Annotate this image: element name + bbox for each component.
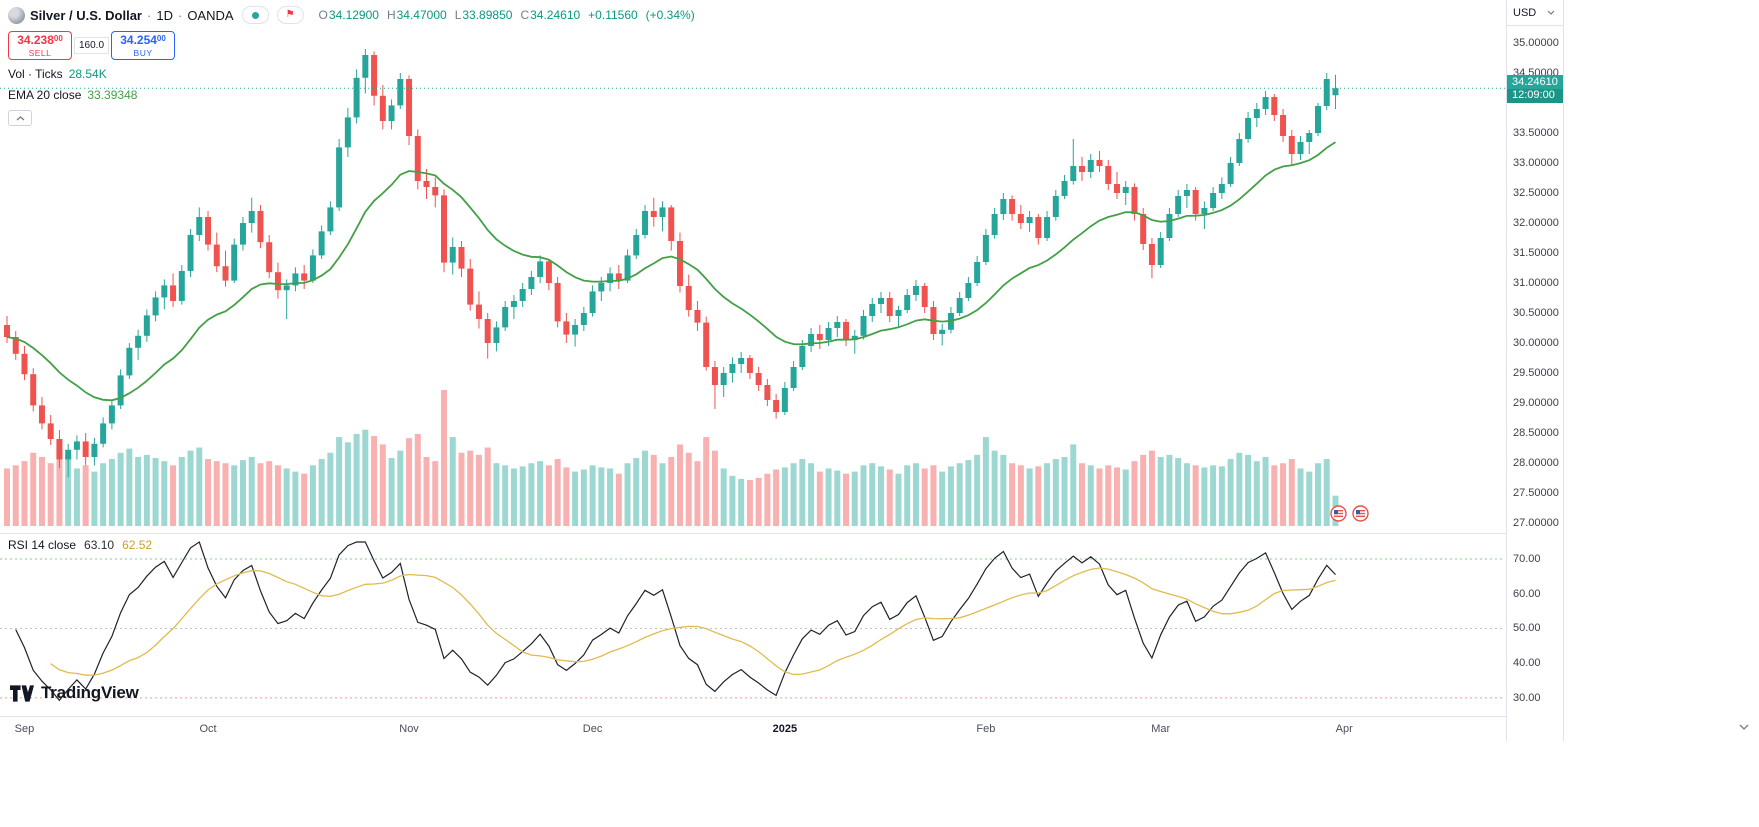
separator-dot: · — [147, 7, 152, 23]
ema-value: 33.39348 — [87, 88, 138, 102]
us-flag-event-icon — [1330, 505, 1347, 522]
symbol-logo-icon — [8, 6, 25, 24]
volume-value: 28.54K — [68, 67, 107, 81]
tradingview-mark-icon — [10, 684, 34, 702]
price-label: 31.50000 — [1513, 247, 1559, 259]
flag-icon: ⚑ — [285, 9, 295, 20]
price-label: 30.00000 — [1513, 337, 1559, 349]
price-scale[interactable]: USD 35.00000 34.50000 33.50000 33.00000 32.5… — [1506, 0, 1563, 741]
sell-button[interactable]: 34.23800 SELL — [8, 31, 72, 60]
rsi-scale-label: 70.00 — [1513, 553, 1541, 565]
rsi-scale-label: 50.00 — [1513, 622, 1541, 635]
close-label: C — [520, 8, 530, 22]
time-axis-label: Apr — [1335, 723, 1353, 735]
pane-separator[interactable] — [0, 533, 1562, 534]
flagged-symbol-pill[interactable]: ⚑ — [276, 6, 304, 24]
rsi-label: RSI 14 close — [8, 538, 77, 552]
open-label: O — [318, 8, 328, 22]
currency-selector[interactable]: USD — [1507, 0, 1563, 26]
price-label: 31.00000 — [1513, 277, 1559, 289]
current-price-tag: 34.24610 12:09:00 — [1507, 75, 1563, 104]
ema-indicator-legend[interactable]: EMA 20 close 33.39348 — [8, 88, 695, 102]
price-label: 32.00000 — [1513, 217, 1559, 229]
ema-label: EMA 20 close — [8, 88, 82, 102]
trade-widget: 34.23800 SELL 160.0 34.25400 BUY — [8, 31, 695, 60]
collapse-legend-button[interactable] — [8, 110, 32, 126]
panel-corner-button[interactable] — [1736, 719, 1752, 735]
low-label: L — [454, 8, 462, 22]
close-value: 34.24610 — [530, 8, 581, 22]
price-label: 28.00000 — [1513, 457, 1559, 469]
time-axis-label: Oct — [199, 723, 217, 735]
price-label: 28.50000 — [1513, 427, 1559, 439]
current-price-value: 34.24610 — [1507, 75, 1563, 90]
price-label: 30.50000 — [1513, 307, 1559, 319]
volume-label: Vol · Ticks — [8, 67, 63, 81]
exchange-label[interactable]: OANDA — [187, 7, 234, 23]
price-label: 27.50000 — [1513, 487, 1559, 499]
rsi-scale-label: 60.00 — [1513, 587, 1541, 600]
market-status-pill[interactable] — [241, 6, 269, 24]
tradingview-logo-text: TradingView — [41, 683, 139, 702]
rsi-scale-label: 40.00 — [1513, 657, 1541, 670]
symbol-row: Silver / U.S. Dollar · 1D · OANDA ⚑ O 34.… — [8, 5, 695, 25]
chevron-up-icon — [16, 115, 24, 120]
ohlc-readout: O 34.12900 H 34.47000 L 33.89850 C 34.24610 … — [319, 8, 695, 22]
price-label: 27.00000 — [1513, 517, 1559, 529]
us-flag-event-icon — [1352, 505, 1369, 522]
currency-label: USD — [1513, 6, 1537, 19]
symbol-legend: Silver / U.S. Dollar · 1D · OANDA ⚑ O 34.… — [8, 5, 695, 126]
time-axis-label: Feb — [976, 723, 996, 735]
time-axis-label: Mar — [1151, 723, 1171, 735]
buy-price-pips: 00 — [156, 33, 166, 43]
tradingview-logo[interactable]: TradingView — [10, 683, 139, 703]
sell-price: 34.238 — [17, 32, 54, 47]
price-label: 29.50000 — [1513, 367, 1559, 379]
time-axis-label: 2025 — [772, 723, 798, 735]
price-label: 33.50000 — [1513, 127, 1559, 139]
buy-button[interactable]: 34.25400 BUY — [111, 31, 176, 60]
open-value: 34.12900 — [328, 8, 379, 22]
time-axis[interactable]: Sep Oct Nov Dec 2025 Feb Mar Apr — [0, 716, 1562, 742]
high-value: 34.47000 — [396, 8, 447, 22]
timeframe-label[interactable]: 1D — [156, 7, 173, 23]
rsi-scale-label: 30.00 — [1513, 691, 1541, 704]
change-percent: (+0.34%) — [645, 8, 695, 22]
main-chart[interactable] — [0, 0, 1505, 716]
time-axis-label: Dec — [582, 723, 603, 735]
market-open-dot-icon — [251, 11, 259, 19]
sell-price-pips: 00 — [53, 33, 63, 43]
price-label: 35.00000 — [1513, 37, 1559, 49]
change-value: +0.11560 — [588, 8, 638, 22]
price-label: 33.00000 — [1513, 157, 1559, 169]
spread-value: 160.0 — [74, 37, 110, 54]
economic-event-markers[interactable] — [1330, 505, 1369, 522]
bar-countdown: 12:09:00 — [1507, 89, 1563, 104]
volume-indicator-legend[interactable]: Vol · Ticks 28.54K — [8, 67, 695, 81]
low-value: 33.89850 — [462, 8, 513, 22]
buy-label: BUY — [133, 47, 153, 58]
chevron-down-icon — [1739, 724, 1749, 730]
time-axis-label: Nov — [399, 723, 419, 735]
high-label: H — [386, 8, 396, 22]
rsi-ma-value: 62.52 — [122, 538, 153, 552]
time-axis-label: Sep — [14, 723, 35, 735]
sell-label: SELL — [28, 47, 52, 58]
chart-canvas[interactable] — [0, 0, 1505, 716]
caret-down-icon — [1547, 10, 1555, 15]
right-sidebar — [1563, 0, 1759, 741]
price-label: 32.50000 — [1513, 187, 1559, 199]
separator-dot: · — [177, 7, 183, 23]
buy-price: 34.254 — [120, 32, 157, 47]
rsi-indicator-legend[interactable]: RSI 14 close 63.10 62.52 — [8, 538, 152, 552]
price-label: 29.00000 — [1513, 397, 1559, 409]
symbol-title[interactable]: Silver / U.S. Dollar — [30, 7, 142, 23]
rsi-value: 63.10 — [84, 538, 115, 552]
